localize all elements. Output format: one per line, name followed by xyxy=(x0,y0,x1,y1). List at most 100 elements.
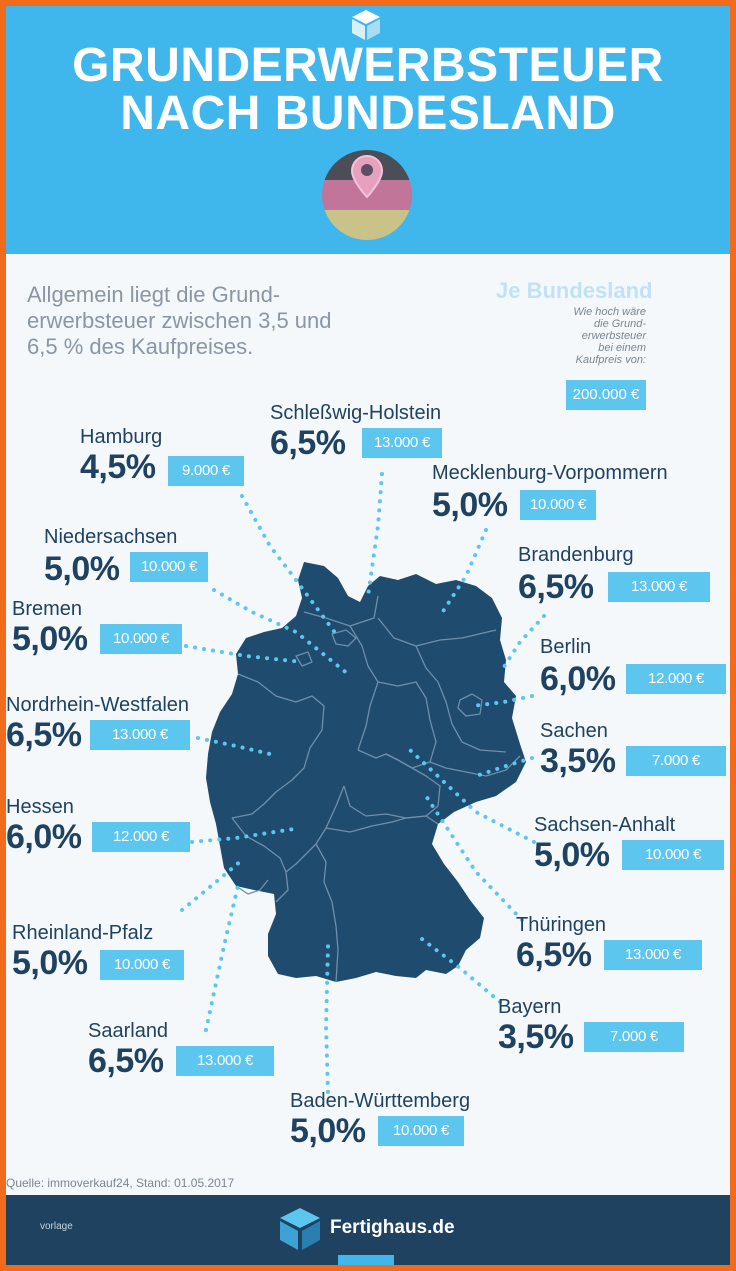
leader-sh xyxy=(366,472,384,598)
infographic: GRUNDERWERBSTEUER NACH BUNDESLAND Allgem… xyxy=(6,6,730,1265)
state-amount: 10.000 € xyxy=(100,624,182,654)
leader-bremen xyxy=(184,644,304,664)
state-amount: 13.000 € xyxy=(176,1046,274,1076)
state-name: Brandenburg xyxy=(518,544,634,566)
state-name: Mecklenburg-Vorpommern xyxy=(432,462,668,484)
state-rate: 5,0% xyxy=(432,486,508,524)
border-bremen xyxy=(295,651,313,667)
state-name: Sachsen-Anhalt xyxy=(534,814,676,836)
state-rate: 6,5% xyxy=(516,936,592,974)
state-amount: 13.000 € xyxy=(604,940,702,970)
germany-flag-icon xyxy=(322,150,412,240)
state-name: Bremen xyxy=(12,598,83,620)
state-rate: 5,0% xyxy=(290,1112,366,1150)
footer: vorlage Fertighaus.de xyxy=(6,1195,730,1265)
info-line: die Grund- xyxy=(594,318,646,330)
border-th xyxy=(343,749,441,819)
border-mv xyxy=(377,617,497,647)
leader-hamburg xyxy=(240,494,338,636)
vorlage-label: vorlage xyxy=(40,1221,73,1232)
info-description: Wie hoch wäre die Grund- erwerbsteuer be… xyxy=(546,306,646,366)
state-name: Baden-Württemberg xyxy=(290,1090,471,1112)
brand-name[interactable]: Fertighaus.de xyxy=(330,1217,455,1238)
info-line: Kaufpreis von: xyxy=(575,354,646,366)
state-name: Thüringen xyxy=(516,914,607,936)
leader-sachen xyxy=(474,756,534,778)
state-amount: 10.000 € xyxy=(130,552,208,582)
info-line: bei einem xyxy=(598,342,646,354)
state-name: Rheinland-Pfalz xyxy=(12,922,154,944)
leader-bw xyxy=(323,944,330,1094)
germany-outline xyxy=(206,562,526,982)
map-pin-icon xyxy=(350,154,384,199)
border-sl xyxy=(235,879,269,895)
page-title: GRUNDERWERBSTEUER NACH BUNDESLAND xyxy=(6,42,730,138)
border-berlin xyxy=(457,693,483,717)
leader-sl xyxy=(204,884,240,1032)
state-amount: 10.000 € xyxy=(520,490,596,520)
state-name: Nordrhein-Westfalen xyxy=(6,694,190,716)
state-rate: 6,5% xyxy=(6,716,82,754)
state-name: Niedersachsen xyxy=(44,526,178,548)
state-rate: 6,0% xyxy=(540,660,616,698)
leader-berlin xyxy=(470,694,534,708)
state-rate: 3,5% xyxy=(498,1018,574,1056)
intro-text: Allgemein liegt die Grund-erwerbsteuer z… xyxy=(27,282,332,359)
state-name: Hessen xyxy=(6,796,74,818)
source-note: Quelle: immoverkauf24, Stand: 01.05.2017 xyxy=(6,1176,235,1190)
title-line-2: NACH BUNDESLAND xyxy=(120,87,616,140)
state-amount: 13.000 € xyxy=(608,572,710,602)
fertighaus-logo-icon xyxy=(280,1208,320,1250)
state-rate: 6,5% xyxy=(270,424,346,462)
cube-logo-icon xyxy=(352,10,380,40)
footer-tab xyxy=(338,1255,394,1265)
leader-nrw xyxy=(196,736,272,756)
border-nrw-he xyxy=(231,729,323,819)
border-by-bw xyxy=(315,843,339,983)
state-amount: 12.000 € xyxy=(626,664,726,694)
border-by-north xyxy=(325,815,439,833)
state-rate: 3,5% xyxy=(540,742,616,780)
leader-ni xyxy=(212,588,350,676)
state-amount: 10.000 € xyxy=(378,1116,464,1146)
leader-bb xyxy=(500,614,546,672)
state-rate: 6,5% xyxy=(88,1042,164,1080)
state-name: Bayern xyxy=(498,996,562,1018)
state-rate: 5,0% xyxy=(534,836,610,874)
state-name: Hamburg xyxy=(80,426,163,448)
border-sn xyxy=(429,755,521,777)
info-line: erwerbsteuer xyxy=(581,330,646,342)
state-amount: 10.000 € xyxy=(622,840,724,870)
state-rate: 4,5% xyxy=(80,448,156,486)
leader-th xyxy=(424,794,524,922)
header: GRUNDERWERBSTEUER NACH BUNDESLAND xyxy=(6,6,730,254)
leader-mv xyxy=(438,528,488,618)
info-line: Wie hoch wäre xyxy=(573,306,646,318)
state-name: Schleßwig-Holstein xyxy=(270,402,442,424)
state-name: Sachen xyxy=(540,720,608,742)
state-name: Berlin xyxy=(540,636,592,658)
leader-st xyxy=(408,748,536,844)
border-hamburg xyxy=(331,629,357,647)
state-amount: 7.000 € xyxy=(584,1022,684,1052)
state-amount: 7.000 € xyxy=(626,746,726,776)
state-amount: 10.000 € xyxy=(100,950,184,980)
info-amount-badge: 200.000 € xyxy=(566,380,646,410)
state-amount: 9.000 € xyxy=(168,456,244,486)
state-amount: 13.000 € xyxy=(90,720,190,750)
leader-by xyxy=(416,934,502,1004)
state-rate: 6,5% xyxy=(518,568,594,606)
germany-map xyxy=(180,472,546,1094)
leader-hessen xyxy=(190,826,302,844)
border-ni-nrw xyxy=(237,673,325,731)
info-title: Je Bundesland xyxy=(496,278,653,303)
state-name: Saarland xyxy=(88,1020,169,1042)
state-amount: 13.000 € xyxy=(362,428,442,458)
title-line-1: GRUNDERWERBSTEUER xyxy=(72,39,664,92)
state-rate: 5,0% xyxy=(12,944,88,982)
state-rate: 6,0% xyxy=(6,818,82,856)
state-amount: 12.000 € xyxy=(92,822,190,852)
state-rate: 5,0% xyxy=(44,550,120,588)
border-bb xyxy=(415,645,507,753)
leader-rp xyxy=(180,858,244,912)
